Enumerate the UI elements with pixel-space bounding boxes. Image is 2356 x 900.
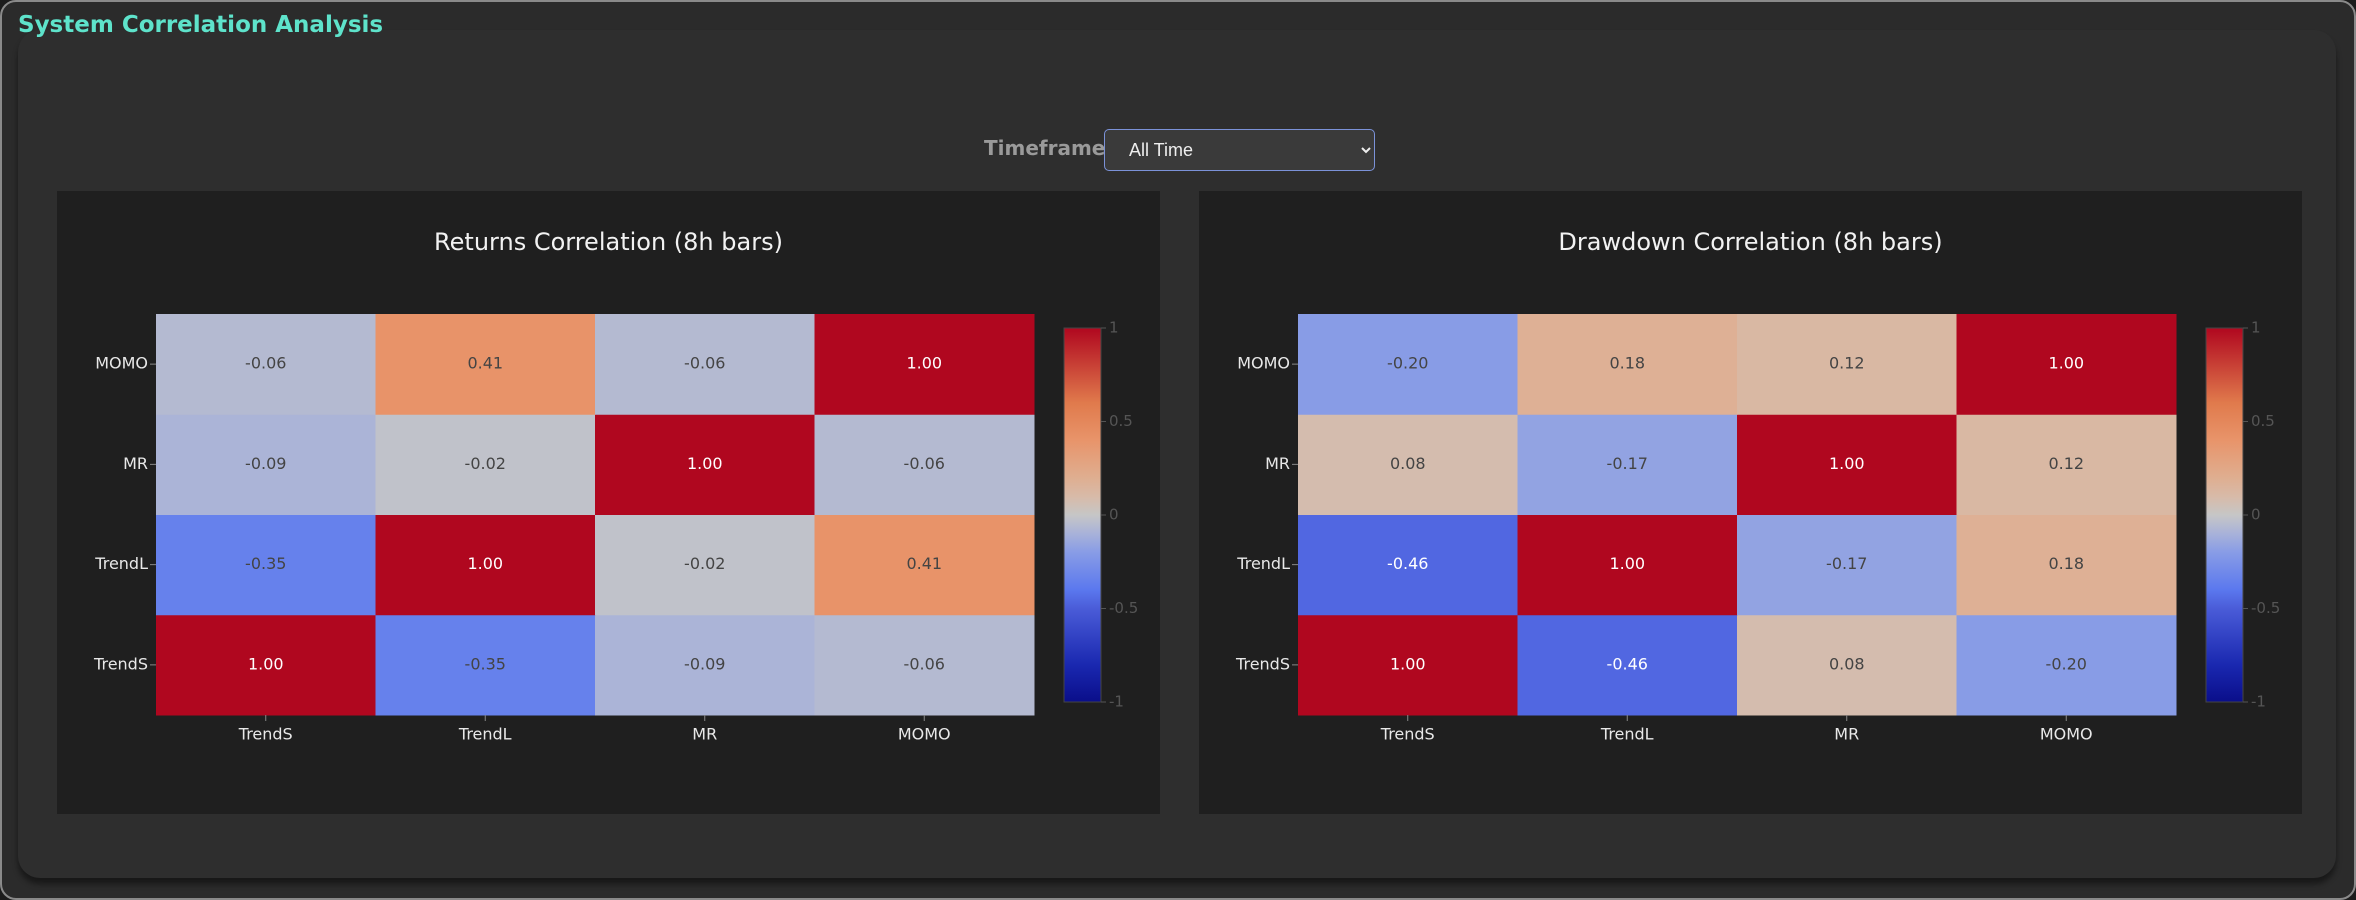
colorbar-tick-label: 0 — [1109, 506, 1119, 524]
y-tick-label: MOMO — [95, 354, 148, 373]
colorbar-tick-label: 0.5 — [2251, 412, 2275, 430]
heatmap-cell — [595, 414, 815, 515]
heatmap-cell — [375, 314, 596, 415]
heatmap-cell — [1737, 314, 1957, 415]
colorbar-tick-label: 0.5 — [1109, 412, 1133, 430]
cell-label: -0.02 — [465, 454, 506, 473]
cell-label: -0.46 — [1607, 654, 1648, 673]
y-tick-label: MOMO — [1237, 354, 1290, 373]
heatmap-cell — [156, 414, 376, 515]
colorbar-tick-label: -1 — [2251, 693, 2266, 711]
timeframe-select[interactable]: All Time — [1104, 129, 1375, 171]
heatmap-cell — [156, 614, 376, 716]
x-tick-label: TrendS — [238, 725, 293, 744]
cell-label: 0.41 — [906, 554, 942, 573]
cell-label: 1.00 — [906, 354, 942, 373]
cell-label: -0.09 — [245, 454, 286, 473]
y-tick-label: MR — [1265, 454, 1290, 473]
heatmap-cell — [156, 314, 376, 415]
cell-label: 0.18 — [2048, 554, 2084, 573]
cell-label: 1.00 — [2048, 354, 2084, 373]
heatmap-cell — [1737, 514, 1957, 616]
colorbar-tick-label: 0 — [2251, 506, 2261, 524]
cell-label: -0.17 — [1826, 554, 1867, 573]
heatmap-cell — [375, 414, 596, 515]
y-tick-label: MR — [123, 454, 148, 473]
x-tick-label: TrendL — [458, 725, 512, 744]
cell-label: -0.35 — [465, 654, 506, 673]
cell-label: 0.12 — [2048, 454, 2084, 473]
colorbar-tick-label: -0.5 — [1109, 599, 1138, 617]
timeframe-label: Timeframe: — [984, 136, 1114, 160]
cell-label: -0.06 — [904, 454, 945, 473]
y-tick-label: TrendL — [94, 554, 148, 573]
x-tick-label: MR — [1834, 725, 1859, 744]
cell-label: -0.17 — [1607, 454, 1648, 473]
x-tick-label: TrendS — [1380, 725, 1435, 744]
cell-label: 0.12 — [1829, 354, 1865, 373]
heatmap-cell — [1298, 514, 1518, 616]
colorbar-tick-label: -1 — [1109, 693, 1124, 711]
cell-label: 1.00 — [1829, 454, 1865, 473]
heatmap-cell — [595, 314, 815, 415]
cell-label: -0.35 — [245, 554, 286, 573]
heatmap-cell — [1298, 414, 1518, 515]
heatmap-cell — [595, 614, 815, 716]
x-tick-label: MOMO — [898, 725, 951, 744]
cell-label: -0.20 — [2046, 654, 2087, 673]
colorbar — [2205, 327, 2244, 703]
heatmap-cell — [1956, 414, 2177, 515]
cell-label: 1.00 — [467, 554, 503, 573]
cell-label: 1.00 — [248, 654, 284, 673]
colorbar-tick-label: 1 — [1109, 319, 1119, 337]
x-tick-label: MOMO — [2040, 725, 2093, 744]
cell-label: -0.09 — [684, 654, 725, 673]
heatmap-cell — [814, 414, 1035, 515]
heatmap-cell — [814, 614, 1035, 716]
colorbar — [1063, 327, 1102, 703]
heatmap-cell — [595, 514, 815, 616]
heatmap-cell — [1517, 614, 1738, 716]
y-tick-label: TrendS — [1235, 654, 1290, 673]
cell-label: -0.20 — [1387, 354, 1428, 373]
heatmap-cell — [814, 514, 1035, 616]
x-tick-label: MR — [692, 725, 717, 744]
heatmap-cell — [375, 614, 596, 716]
heatmap-cell — [1517, 314, 1738, 415]
x-tick-label: TrendL — [1600, 725, 1654, 744]
cell-label: -0.46 — [1387, 554, 1428, 573]
cell-label: 0.08 — [1829, 654, 1865, 673]
heatmap-cell — [1737, 614, 1957, 716]
cell-label: -0.06 — [904, 654, 945, 673]
page-title: System Correlation Analysis — [18, 12, 384, 38]
cell-label: 1.00 — [1609, 554, 1645, 573]
cell-label: 0.08 — [1390, 454, 1426, 473]
heatmap-cell — [1517, 514, 1738, 616]
cell-label: 0.18 — [1609, 354, 1645, 373]
chart-title: Drawdown Correlation (8h bars) — [1558, 228, 1942, 256]
heatmap-cell — [1956, 614, 2177, 716]
heatmap-cell — [1956, 514, 2177, 616]
heatmap-cell — [1298, 314, 1518, 415]
heatmap-cell — [1737, 414, 1957, 515]
cell-label: -0.06 — [245, 354, 286, 373]
colorbar-tick-label: 1 — [2251, 319, 2261, 337]
heatmap-cell — [1298, 614, 1518, 716]
cell-label: 1.00 — [1390, 654, 1426, 673]
heatmap-cell — [156, 514, 376, 616]
cell-label: 0.41 — [467, 354, 503, 373]
heatmap-cell — [1956, 314, 2177, 415]
cell-label: 1.00 — [687, 454, 723, 473]
colorbar-tick-label: -0.5 — [2251, 599, 2280, 617]
y-tick-label: TrendL — [1236, 554, 1290, 573]
heatmap-cell — [1517, 414, 1738, 515]
y-tick-label: TrendS — [93, 654, 148, 673]
heatmap-cell — [814, 314, 1035, 415]
chart-title: Returns Correlation (8h bars) — [434, 228, 783, 256]
cell-label: -0.02 — [684, 554, 725, 573]
cell-label: -0.06 — [684, 354, 725, 373]
heatmap-cell — [375, 514, 596, 616]
